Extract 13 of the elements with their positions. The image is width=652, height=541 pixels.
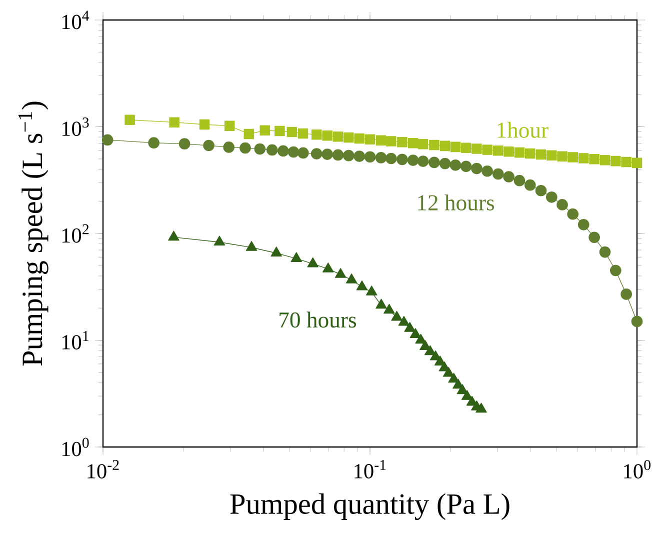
series-label: 70 hours — [280, 312, 356, 328]
y-tick-label: 10$^{2}$ — [62, 224, 89, 243]
x-tick-label: 10$^{0}$ — [624, 460, 650, 479]
y-tick-label: 10$^{0}$ — [62, 438, 89, 456]
x-tick-label: 10$^{-1}$ — [354, 460, 386, 478]
x-axis-title: Pumped quantity (Pa L) — [230, 493, 510, 520]
series-label: 1hour — [498, 122, 548, 138]
series-label: 12 hours — [418, 194, 494, 210]
x-tick-label: 10$^{-2}$ — [88, 460, 119, 478]
y-axis-title: Pumping speed (L s$^{−1}$) — [18, 102, 48, 366]
y-tick-label: 10$^{1}$ — [62, 331, 88, 350]
y-tick-label: 10$^{4}$ — [62, 10, 90, 30]
y-tick-label: 10$^{3}$ — [62, 118, 89, 136]
